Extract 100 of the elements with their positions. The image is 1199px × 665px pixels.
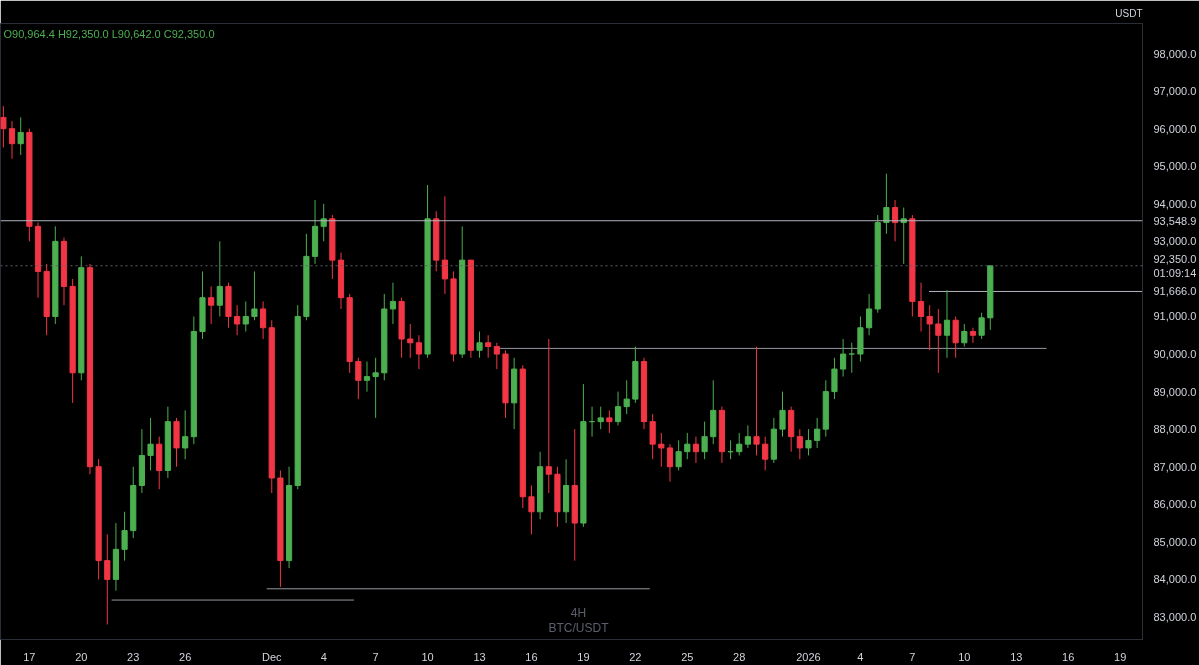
y-tick-label: 91,666.0 — [1153, 285, 1197, 298]
candlestick — [182, 409, 189, 460]
candlestick — [372, 357, 379, 419]
candlestick — [978, 312, 985, 340]
candlestick — [17, 116, 24, 156]
x-tick-label: 16 — [525, 650, 538, 663]
x-tick-label: 26 — [179, 650, 192, 663]
candlestick — [415, 334, 423, 370]
x-tick-label: 2026 — [796, 650, 821, 663]
candlestick — [623, 379, 630, 415]
y-tick-label: 91,000.0 — [1153, 310, 1197, 323]
y-tick-label: 93,000.0 — [1153, 235, 1197, 248]
candlestick — [969, 327, 977, 344]
candlestick — [658, 432, 665, 468]
candlestick — [441, 195, 448, 295]
x-tick-label: 4 — [857, 650, 864, 663]
x-tick-label: 17 — [23, 650, 36, 663]
annotation: O90,964.4 H92,350.0 L90,642.0 C92,350.0 — [3, 27, 215, 40]
candlestick — [545, 338, 552, 494]
candlestick — [736, 432, 743, 456]
x-tick-label: 7 — [909, 650, 916, 663]
candlestick — [952, 315, 959, 359]
y-tick-label: 88,000.0 — [1153, 423, 1197, 436]
x-tick-label: 19 — [577, 650, 590, 663]
y-tick-label: 94,000.0 — [1153, 197, 1197, 210]
candlestick — [744, 424, 751, 449]
candlestick — [865, 293, 873, 336]
candlestick — [104, 533, 111, 625]
y-tick-label: 84,000.0 — [1153, 573, 1197, 586]
candlestick — [649, 413, 656, 460]
y-tick-label: 83,000.0 — [1153, 610, 1197, 623]
candlestick — [779, 391, 786, 438]
x-tick-label: 4 — [320, 650, 327, 663]
text: USDT — [1115, 7, 1143, 19]
x-tick-label: 13 — [473, 650, 486, 663]
candlestick — [883, 173, 890, 235]
candlestick — [320, 203, 327, 242]
candlestick — [692, 436, 700, 464]
candlestick — [493, 342, 500, 370]
candlestick — [260, 300, 267, 340]
x-tick-label: 13 — [1010, 650, 1023, 663]
candlestick — [900, 207, 907, 265]
candlestick — [0, 105, 7, 148]
candlestick — [121, 511, 128, 562]
x-tick-label: 25 — [681, 650, 694, 663]
x-tick-label: 10 — [421, 650, 434, 663]
candlestick — [701, 421, 708, 460]
x-tick-label: 10 — [958, 650, 971, 663]
y-tick-label: 86,000.0 — [1153, 498, 1197, 511]
candlestick — [606, 409, 613, 434]
y-tick-label: 90,000.0 — [1153, 348, 1197, 361]
candlestick — [675, 439, 682, 471]
candlestick — [796, 428, 803, 460]
candlestick — [485, 334, 492, 359]
candlestick — [8, 120, 16, 160]
candlestick — [814, 417, 821, 449]
x-tick-label: 20 — [75, 650, 88, 663]
annotation: BTC/USDT — [548, 620, 610, 635]
x-tick-label: 22 — [629, 650, 642, 663]
x-tick-label: 28 — [733, 650, 746, 663]
y-tick-label: 95,000.0 — [1153, 160, 1197, 173]
x-tick-label: 23 — [127, 650, 140, 663]
y-tick-label: 92,350.0 01:09:14 — [1153, 252, 1197, 279]
candlestick — [614, 391, 622, 426]
x-tick-label: Dec — [261, 650, 283, 663]
candlestick — [840, 338, 847, 378]
y-tick-label: 98,000.0 — [1153, 47, 1197, 60]
candlestick — [528, 485, 535, 535]
candlestick — [147, 417, 154, 471]
candlestick — [216, 240, 223, 317]
candlestick — [926, 304, 933, 351]
x-tick-label: 19 — [1114, 650, 1127, 663]
candlestick — [753, 346, 760, 456]
candlestick — [805, 428, 812, 456]
candlestick — [831, 357, 838, 400]
x-tick-label: 7 — [372, 650, 379, 663]
y-tick-label: 97,000.0 — [1153, 85, 1197, 98]
x-tick-label: 16 — [1062, 650, 1075, 663]
annotation: 4H — [570, 605, 587, 620]
candlestick — [363, 361, 371, 393]
y-tick-label: 87,000.0 — [1153, 460, 1197, 473]
candlestick — [251, 270, 258, 321]
candlestick — [389, 282, 397, 325]
candlestick — [597, 406, 604, 430]
candlestick — [848, 342, 855, 374]
candlestick — [684, 432, 691, 460]
candlestick — [234, 304, 241, 336]
candlestick — [407, 323, 414, 359]
candlestick — [476, 331, 483, 359]
candlestick — [935, 308, 942, 374]
candlestick — [242, 300, 249, 332]
y-tick-label: 89,000.0 — [1153, 385, 1197, 398]
y-tick-label: 96,000.0 — [1153, 122, 1197, 135]
candlestick — [961, 323, 968, 348]
candlestick — [891, 199, 899, 242]
y-tick-label: 93,548.9 — [1153, 214, 1197, 227]
y-tick-label: 85,000.0 — [1153, 535, 1197, 548]
candlestick — [208, 285, 215, 325]
candlestick — [762, 436, 769, 471]
candlestick — [355, 357, 362, 400]
